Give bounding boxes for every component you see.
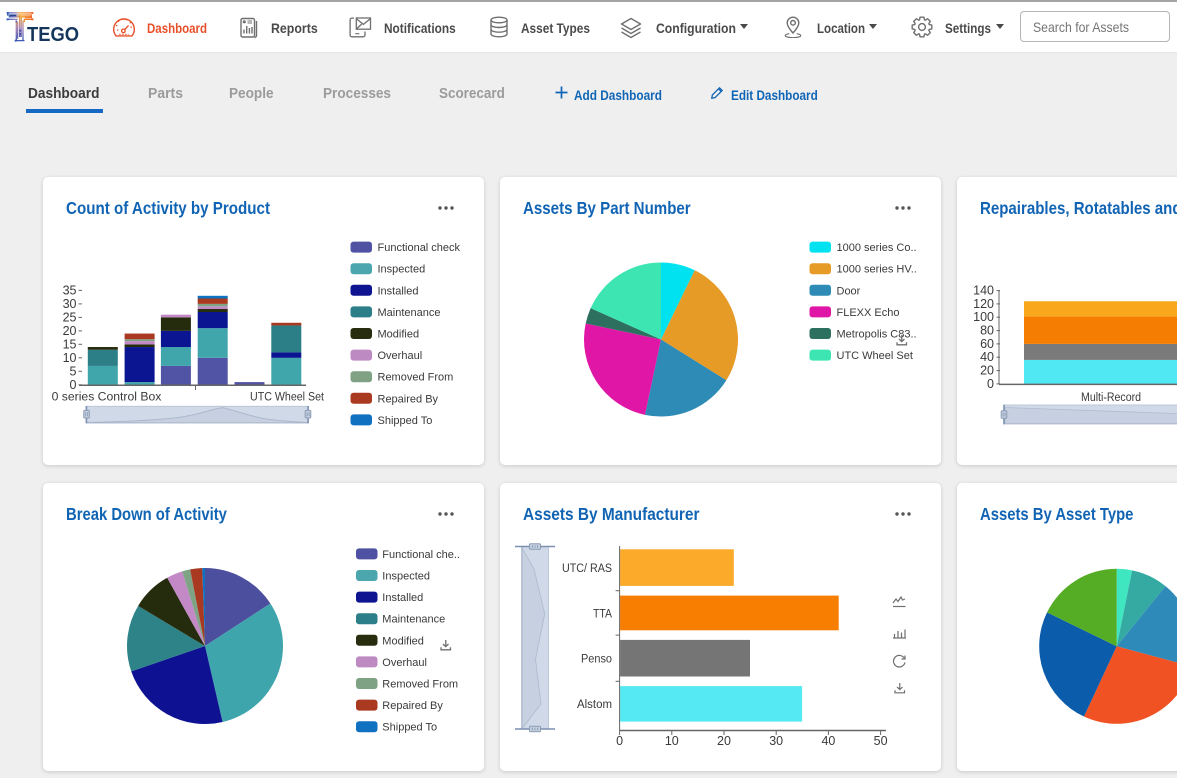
svg-text:TTA: TTA [593, 606, 613, 620]
svg-text:30: 30 [63, 297, 77, 311]
svg-text:Multi-Record: Multi-Record [1081, 390, 1141, 404]
svg-text:Installed: Installed [382, 592, 423, 604]
svg-text:UTC Wheel Set: UTC Wheel Set [250, 390, 325, 404]
svg-text:120: 120 [973, 297, 994, 311]
svg-text:20: 20 [63, 324, 77, 338]
svg-text:0: 0 [987, 377, 994, 391]
svg-text:Removed From: Removed From [382, 679, 458, 691]
svg-text:0 series Control Box: 0 series Control Box [52, 390, 162, 404]
svg-text:Removed From: Removed From [378, 372, 454, 384]
svg-text:Door: Door [837, 285, 861, 297]
svg-text:15: 15 [63, 337, 77, 351]
svg-text:Overhaul: Overhaul [378, 350, 423, 362]
svg-text:Shipped To: Shipped To [382, 722, 437, 734]
svg-text:Installed: Installed [378, 285, 419, 297]
svg-text:20: 20 [717, 734, 731, 748]
svg-text:80: 80 [980, 324, 994, 338]
svg-text:Shipped To: Shipped To [378, 415, 433, 427]
svg-text:35: 35 [63, 283, 77, 297]
svg-text:1000 series HV..: 1000 series HV.. [837, 264, 917, 276]
svg-text:5: 5 [70, 364, 77, 378]
svg-text:UTC/ RAS: UTC/ RAS [562, 561, 612, 575]
svg-text:TEGO: TEGO [27, 24, 79, 46]
svg-text:UTC Wheel Set: UTC Wheel Set [837, 350, 913, 362]
svg-text:Penso: Penso [581, 652, 612, 666]
svg-text:Functional che..: Functional che.. [382, 549, 460, 561]
svg-text:100: 100 [973, 310, 994, 324]
svg-text:Inspected: Inspected [382, 571, 430, 583]
svg-text:Modified: Modified [378, 329, 420, 341]
svg-text:30: 30 [769, 734, 783, 748]
svg-text:60: 60 [980, 337, 994, 351]
svg-text:Repaired By: Repaired By [382, 700, 443, 712]
svg-text:40: 40 [821, 734, 835, 748]
svg-text:10: 10 [665, 734, 679, 748]
svg-text:50: 50 [874, 734, 888, 748]
svg-text:Maintenance: Maintenance [382, 614, 445, 626]
svg-text:FLEXX Echo: FLEXX Echo [837, 307, 900, 319]
svg-text:Maintenance: Maintenance [378, 307, 441, 319]
svg-text:Repaired By: Repaired By [378, 393, 439, 405]
svg-text:Overhaul: Overhaul [382, 657, 427, 669]
svg-text:20: 20 [980, 364, 994, 378]
svg-text:25: 25 [63, 310, 77, 324]
svg-text:Alstom: Alstom [577, 697, 612, 711]
svg-text:140: 140 [973, 284, 994, 298]
svg-text:0: 0 [616, 734, 623, 748]
svg-text:40: 40 [980, 350, 994, 364]
svg-text:0: 0 [70, 378, 77, 392]
svg-text:Modified: Modified [382, 635, 424, 647]
svg-text:Functional check: Functional check [378, 242, 461, 254]
svg-text:Metropolis C83..: Metropolis C83.. [837, 329, 917, 341]
svg-text:Inspected: Inspected [378, 264, 426, 276]
svg-text:1000 series Co..: 1000 series Co.. [837, 242, 917, 254]
svg-text:10: 10 [63, 351, 77, 365]
